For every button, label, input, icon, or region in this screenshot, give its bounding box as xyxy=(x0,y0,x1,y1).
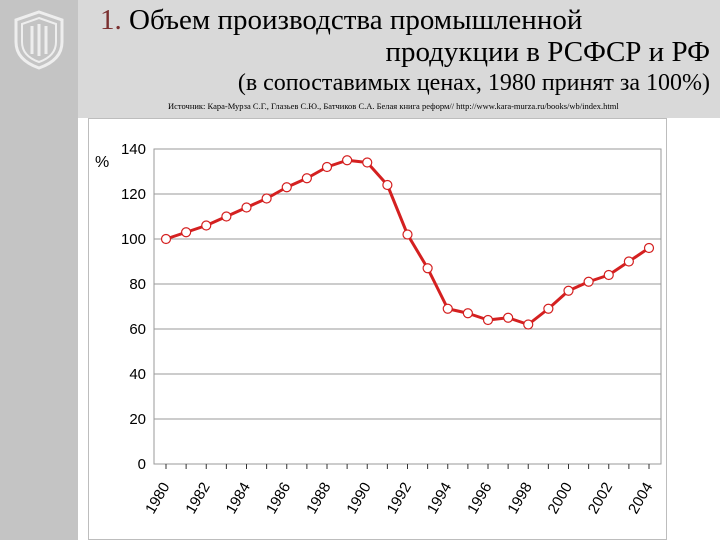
plot-border xyxy=(153,148,662,465)
data-point xyxy=(342,155,353,166)
data-point xyxy=(563,285,574,296)
y-tick-label: 120 xyxy=(121,186,146,203)
data-point xyxy=(362,157,373,168)
left-decor-band xyxy=(0,0,78,540)
axis-layer xyxy=(153,148,662,469)
data-point xyxy=(281,182,292,193)
data-point xyxy=(321,161,333,173)
page-subtitle: (в сопоставимых ценах, 1980 принят за 10… xyxy=(237,70,710,96)
data-point xyxy=(402,229,413,240)
data-point xyxy=(160,233,172,245)
point-layer xyxy=(160,155,655,330)
header-band xyxy=(78,0,720,118)
data-point xyxy=(623,256,634,267)
title-text-line1: Объем производства промышленной xyxy=(129,4,583,36)
x-tick-label: 2002 xyxy=(585,480,616,517)
page-title: 1. Объем производства промышленной xyxy=(100,4,710,37)
data-point xyxy=(482,314,494,326)
x-tick-label: 2004 xyxy=(625,480,656,517)
data-point xyxy=(442,303,453,314)
production-line-chart: 0 20 40 60 80 100 120 140 1980 1982 1984 1986 1988 19… xyxy=(95,141,662,517)
grid-layer xyxy=(154,148,661,465)
y-tick-label: 40 xyxy=(129,366,146,383)
x-tick-label: 1990 xyxy=(343,480,374,517)
y-axis-label: % xyxy=(95,154,109,171)
data-point xyxy=(221,211,232,222)
university-emblem-icon xyxy=(14,10,64,70)
source-citation: Источник: Кара-Мурза С.Г., Глазьев С.Ю.,… xyxy=(168,101,619,111)
series-line xyxy=(165,158,650,326)
x-tick-label: 1994 xyxy=(424,480,455,517)
data-point xyxy=(422,263,433,274)
x-tick-label: 1992 xyxy=(384,480,415,517)
data-point xyxy=(301,173,312,184)
y-tick-label: 20 xyxy=(129,411,146,428)
data-point xyxy=(181,227,192,238)
x-tick-label: 1984 xyxy=(223,480,254,517)
x-tick-label: 1980 xyxy=(142,480,173,517)
data-point xyxy=(543,303,554,314)
data-point xyxy=(382,179,393,191)
x-tick-label: 1988 xyxy=(303,480,334,517)
data-point xyxy=(503,312,514,323)
y-tick-label: 60 xyxy=(129,321,146,338)
data-point xyxy=(523,319,534,330)
x-tick-label: 1996 xyxy=(464,480,495,517)
x-tick-label: 1986 xyxy=(263,480,294,517)
y-tick-label: 100 xyxy=(121,231,146,248)
x-tick-label: 1998 xyxy=(504,480,535,517)
y-tick-label: 140 xyxy=(121,141,146,158)
data-point xyxy=(261,193,272,204)
title-number: 1. xyxy=(100,4,122,36)
y-tick-label: 0 xyxy=(138,456,146,473)
title-text-line2: продукции в РСФСР и РФ xyxy=(385,36,710,68)
y-tick-label: 80 xyxy=(129,276,146,293)
chart-area: 0 20 40 60 80 100 120 140 1980 1982 1984 1986 1988 19… xyxy=(88,118,667,540)
data-point xyxy=(241,202,252,213)
data-point xyxy=(603,269,614,281)
x-tick-label: 2000 xyxy=(545,480,576,517)
data-point xyxy=(201,220,212,231)
data-point xyxy=(462,308,473,319)
data-point xyxy=(643,242,655,254)
data-point xyxy=(583,276,594,287)
x-tick-label: 1982 xyxy=(182,480,213,517)
line-layer xyxy=(165,158,650,326)
